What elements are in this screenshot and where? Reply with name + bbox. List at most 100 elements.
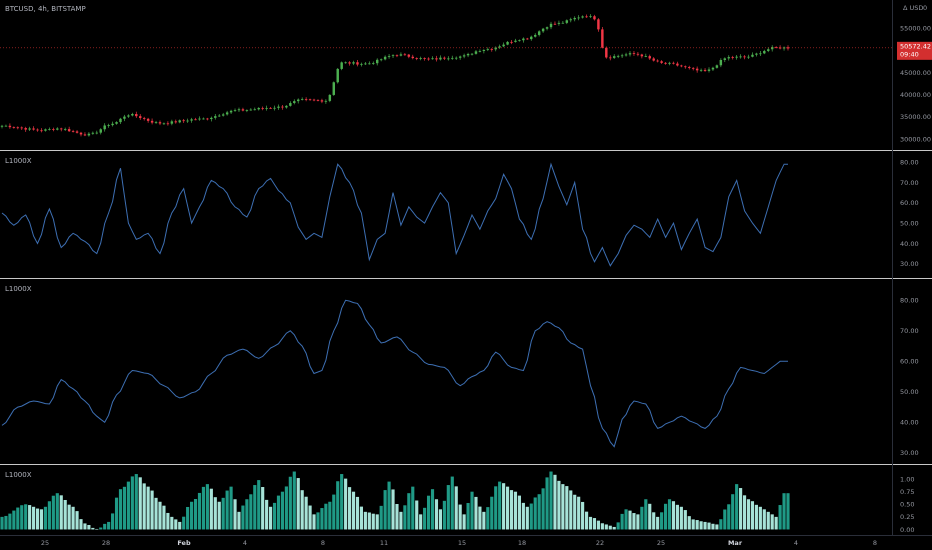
histogram-pane[interactable]: L1000X 1.00 0.75 0.50 0.25 0.00 xyxy=(0,471,914,534)
histogram-bar xyxy=(16,507,20,530)
candlestick-series xyxy=(0,14,790,137)
histogram-bar xyxy=(482,511,486,530)
candle-body xyxy=(415,58,418,59)
histogram-bar xyxy=(592,518,597,530)
y-tick-label: 80.00 xyxy=(900,158,919,166)
time-tick-label: 4 xyxy=(794,539,798,547)
candle-body xyxy=(178,120,181,123)
histogram-bar xyxy=(679,506,683,530)
candle-body xyxy=(656,60,659,62)
candle-body xyxy=(44,129,47,131)
candle-body xyxy=(731,57,734,58)
candle-body xyxy=(387,56,391,57)
candle-body xyxy=(533,34,537,37)
histogram-bar xyxy=(249,494,253,530)
histogram-bar xyxy=(620,513,624,530)
candle-body xyxy=(612,56,616,58)
candle-body xyxy=(135,114,138,117)
histogram-bar xyxy=(628,510,632,530)
oscillator-2-line xyxy=(1,299,788,448)
candle-body xyxy=(87,133,91,136)
histogram-bar xyxy=(292,471,296,530)
histogram-bar xyxy=(201,486,206,530)
histogram-axis[interactable]: 1.00 0.75 0.50 0.25 0.00 xyxy=(900,475,914,533)
histogram-bar xyxy=(367,512,371,530)
histogram-bar xyxy=(727,504,731,530)
histogram-bar xyxy=(770,514,774,530)
candle-body xyxy=(514,40,517,42)
histogram-bar xyxy=(450,476,454,530)
histogram-bar xyxy=(600,523,604,530)
histogram-bar xyxy=(371,513,375,530)
candle-body xyxy=(518,40,521,42)
oscillator-pane-2[interactable]: L1000X 80.00 70.00 60.00 50.00 40.00 30.00 xyxy=(1,285,919,458)
candle-body xyxy=(751,54,754,57)
histogram-bar xyxy=(782,493,786,530)
y-tick-label: 40000.00 xyxy=(900,91,931,99)
histogram-bar xyxy=(525,506,529,530)
histogram-bar xyxy=(197,492,202,530)
histogram-bar xyxy=(758,506,762,530)
histogram-bar xyxy=(687,516,691,530)
histogram-bar xyxy=(138,477,142,530)
histogram-bar xyxy=(656,516,660,530)
histogram-bar xyxy=(253,485,257,530)
histogram-bar xyxy=(498,481,502,530)
candle-body xyxy=(431,58,434,60)
candle-body xyxy=(526,38,529,40)
time-tick-label: 15 xyxy=(458,539,466,547)
histogram-bar xyxy=(731,494,735,530)
histogram-bar xyxy=(221,497,225,530)
candle-body xyxy=(198,118,201,120)
top-right-value: 0 xyxy=(923,4,927,12)
histogram-bar xyxy=(213,497,217,530)
candle-body xyxy=(624,54,628,56)
indicator-title-1: L1000X xyxy=(5,157,32,165)
histogram-bar xyxy=(114,497,119,530)
histogram-bar xyxy=(458,504,462,530)
histogram-bar xyxy=(158,501,162,530)
histogram-bar xyxy=(513,491,518,530)
oscillator-pane-1[interactable]: L1000X 80.00 70.00 60.00 50.00 40.00 30.00 xyxy=(1,157,919,268)
histogram-bar xyxy=(683,510,687,530)
histogram-bar xyxy=(652,512,656,530)
time-tick-label: 8 xyxy=(873,539,877,547)
candle-body xyxy=(202,118,205,120)
candle-body xyxy=(486,49,490,51)
histogram-bar xyxy=(280,491,285,530)
histogram-bar xyxy=(79,519,83,530)
y-tick-label: 45000.00 xyxy=(900,69,931,77)
oscillator-1-axis[interactable]: 80.00 70.00 60.00 50.00 40.00 30.00 xyxy=(900,158,919,268)
candle-body xyxy=(466,53,470,56)
price-pane[interactable]: BTCUSD, 4h, BITSTAMP Δ USD 0 55000.00500… xyxy=(0,4,932,143)
histogram-bar xyxy=(561,484,565,530)
candle-body xyxy=(142,117,146,119)
candle-body xyxy=(332,82,336,95)
histogram-bar xyxy=(608,525,612,530)
candle-body xyxy=(652,58,655,61)
histogram-bar xyxy=(229,486,233,530)
candle-body xyxy=(522,38,525,41)
candle-body xyxy=(502,44,505,47)
histogram-bar xyxy=(604,524,608,530)
time-tick-label: 22 xyxy=(596,539,604,547)
candle-body xyxy=(261,107,264,109)
oscillator-2-axis[interactable]: 80.00 70.00 60.00 50.00 40.00 30.00 xyxy=(900,297,919,458)
candle-body xyxy=(300,99,304,100)
histogram-bar xyxy=(533,497,537,530)
histogram-bar xyxy=(699,521,703,530)
histogram-bar xyxy=(233,499,237,530)
histogram-bar xyxy=(746,499,751,530)
candle-body xyxy=(75,131,79,133)
candle-body xyxy=(549,23,553,28)
candle-body xyxy=(348,62,351,64)
histogram-bar xyxy=(612,526,616,530)
candle-body xyxy=(269,107,272,109)
histogram-bar xyxy=(478,506,482,530)
candle-body xyxy=(40,130,43,132)
countdown-value: 09:40 xyxy=(900,50,919,58)
time-axis[interactable]: 25 28 Feb 4 8 11 15 18 22 25 Mar 4 8 xyxy=(41,539,877,547)
histogram-bar xyxy=(67,504,71,530)
histogram-bar xyxy=(340,474,344,530)
